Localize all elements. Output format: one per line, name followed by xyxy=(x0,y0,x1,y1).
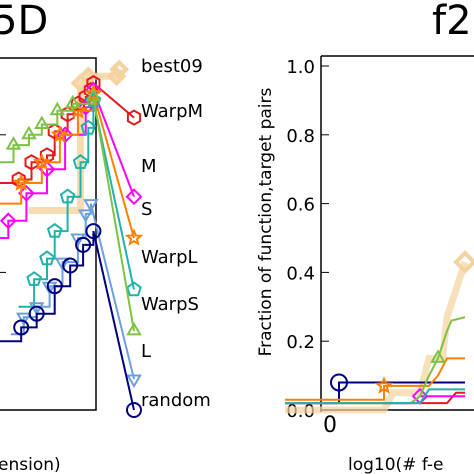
left-point-S-2 xyxy=(32,152,52,171)
left-point-L-1 xyxy=(15,312,32,327)
right-series-WarpL xyxy=(285,388,465,405)
legend-label-M: M xyxy=(141,156,157,177)
left-point-WarpL-5 xyxy=(72,154,89,169)
left-point-S-3 xyxy=(50,125,70,143)
legend-label-WarpL: WarpL xyxy=(141,247,198,268)
left-point-M-7 xyxy=(125,188,143,206)
left-series-line-WarpS xyxy=(0,96,135,332)
legend-label-S: S xyxy=(141,199,152,220)
right-series-S xyxy=(285,357,465,401)
legend-label-WarpS: WarpS xyxy=(141,294,199,315)
legend-label-random: random xyxy=(141,390,211,411)
left-point-WarpL-6 xyxy=(80,119,97,135)
legend-label-best09: best09 xyxy=(141,56,203,77)
left-series-line-WarpL xyxy=(18,100,135,308)
left-point-WarpS-1 xyxy=(5,136,22,150)
legend-label-WarpM: WarpM xyxy=(141,101,203,122)
left-x-axis-label: ension) xyxy=(0,455,61,474)
left-panel-title: 5D xyxy=(0,0,48,44)
right-x-axis-label: log10(# f-e xyxy=(348,455,443,474)
right-point-random-0 xyxy=(330,373,348,392)
left-point-WarpM-10 xyxy=(126,109,142,126)
left-point-M-5 xyxy=(77,98,95,116)
right-series-line-best09 xyxy=(285,261,469,414)
left-point-random-5 xyxy=(75,236,92,253)
right-y-tick-label-1: 0.2 xyxy=(286,332,315,353)
left-point-WarpL-7 xyxy=(85,92,102,108)
right-point-S-0 xyxy=(374,376,394,394)
right-plot-area: 0.00.20.40.60.81.00 xyxy=(285,55,474,438)
right-series-line-WarpL xyxy=(285,388,465,405)
left-point-WarpS-4 xyxy=(49,101,66,116)
left-point-WarpS-7 xyxy=(126,321,142,336)
left-series-WarpS xyxy=(0,87,142,336)
left-point-random-4 xyxy=(62,257,79,274)
right-series-best09 xyxy=(285,250,474,414)
left-point-L-4 xyxy=(54,257,71,272)
right-series-WarpS xyxy=(285,316,466,405)
left-point-WarpS-2 xyxy=(21,125,37,140)
left-series-random xyxy=(0,223,142,418)
right-y-tick-label-4: 0.8 xyxy=(286,126,315,147)
left-point-random-3 xyxy=(46,278,63,295)
left-point-S-5 xyxy=(84,83,103,102)
left-point-random-6 xyxy=(85,223,102,240)
right-y-axis-label: Fraction of function,target pairs xyxy=(256,87,276,356)
left-point-WarpS-3 xyxy=(34,115,50,129)
left-point-random-7 xyxy=(126,402,142,418)
left-plot-frame xyxy=(0,57,97,411)
right-point-best09-0 xyxy=(453,250,474,274)
left-series-WarpL xyxy=(18,92,142,308)
left-point-L-5 xyxy=(70,233,86,248)
right-series-line-WarpS xyxy=(285,316,466,405)
left-point-WarpS-6 xyxy=(85,87,102,102)
left-point-M-1 xyxy=(0,212,17,230)
right-series-line-S xyxy=(285,357,465,401)
right-y-tick-label-3: 0.6 xyxy=(286,195,315,216)
right-y-tick-label-5: 1.0 xyxy=(286,57,315,78)
left-point-random-2 xyxy=(28,305,45,322)
left-point-L-7 xyxy=(83,199,99,213)
right-y-tick-label-2: 0.4 xyxy=(286,263,315,284)
left-point-L-8 xyxy=(126,374,142,388)
left-point-L-2 xyxy=(28,302,45,316)
left-point-L-6 xyxy=(77,209,94,223)
left-point-S-6 xyxy=(124,228,144,246)
right-x-tick-label-0: 0 xyxy=(323,413,337,438)
left-plot-area xyxy=(0,57,144,418)
left-point-WarpS-5 xyxy=(64,94,81,109)
right-panel-title: f2 xyxy=(432,0,472,44)
left-point-WarpL-1 xyxy=(26,271,42,286)
legend-label-L: L xyxy=(141,341,151,362)
left-point-S-1 xyxy=(12,173,31,191)
left-point-WarpM-2 xyxy=(24,154,39,171)
left-point-WarpL-3 xyxy=(46,222,63,238)
right-point-WarpS-0 xyxy=(430,349,446,363)
left-point-random-1 xyxy=(13,319,30,336)
left-point-WarpL-4 xyxy=(59,188,76,204)
left-point-WarpL-2 xyxy=(39,250,55,266)
left-point-WarpL-8 xyxy=(126,281,142,297)
left-point-best09-4 xyxy=(109,59,130,80)
